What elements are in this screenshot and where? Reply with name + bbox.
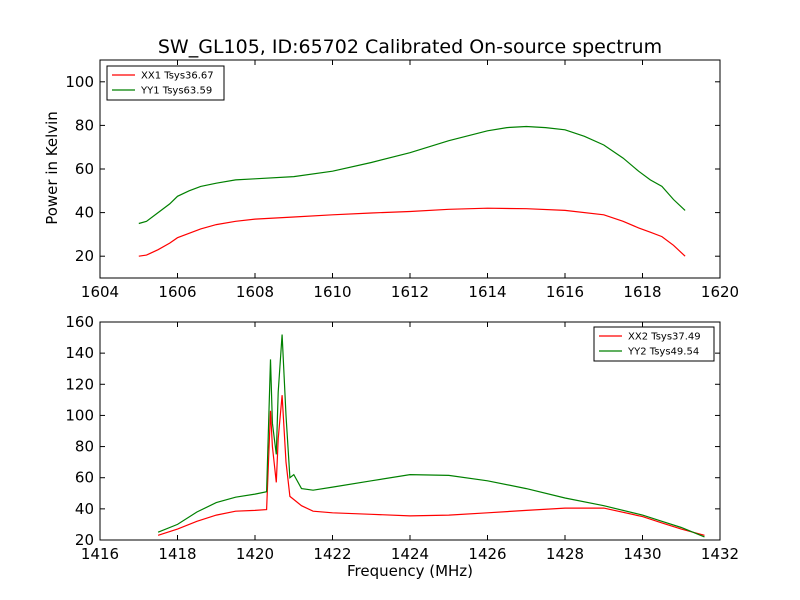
x-tick-label: 1432 (701, 545, 739, 563)
chart-top: SW_GL105, ID:65702 Calibrated On-source … (43, 36, 739, 301)
legend-entry: XX1 Tsys36.67 (141, 71, 214, 82)
x-tick-label: 1426 (468, 545, 506, 563)
y-tick-label: 120 (65, 375, 94, 393)
legend-box (593, 326, 715, 362)
x-tick-label: 1424 (391, 545, 429, 563)
x-tick-label: 1616 (546, 283, 584, 301)
x-tick-label: 1618 (623, 283, 661, 301)
legend-box (106, 65, 225, 101)
x-tick-label: 1610 (313, 283, 351, 301)
y-tick-label: 60 (75, 469, 94, 487)
series-line-yy1 (138, 125, 686, 225)
legend-entry: YY2 Tsys49.54 (627, 347, 699, 358)
y-tick-label: 60 (75, 160, 94, 178)
legend-bottom: XX2 Tsys37.49 YY2 Tsys49.54 (593, 326, 715, 362)
x-tick-label: 1428 (546, 545, 584, 563)
x-axis-label: Frequency (MHz) (347, 562, 473, 580)
x-tick-label: 1418 (158, 545, 196, 563)
x-ticks-top: 1604 1606 1608 1610 1612 1614 1616 1618 1620 (81, 60, 739, 301)
chart-title: SW_GL105, ID:65702 Calibrated On-source … (158, 36, 662, 58)
series-line-xx1 (138, 207, 686, 257)
x-tick-label: 1608 (236, 283, 274, 301)
x-tick-label: 1416 (81, 545, 119, 563)
x-tick-label: 1620 (701, 283, 739, 301)
x-tick-label: 1420 (236, 545, 274, 563)
y-tick-label: 140 (65, 344, 94, 362)
y-tick-label: 20 (75, 247, 94, 265)
legend-entry: YY1 Tsys63.59 (140, 86, 212, 97)
legend-entry: XX2 Tsys37.49 (628, 332, 701, 343)
y-tick-label: 20 (75, 531, 94, 549)
y-tick-label: 100 (65, 73, 94, 91)
y-ticks-bottom: 20 40 60 80 100 120 140 160 (65, 313, 720, 549)
x-tick-label: 1604 (81, 283, 119, 301)
y-tick-label: 100 (65, 406, 94, 424)
x-tick-label: 1430 (623, 545, 661, 563)
x-tick-label: 1606 (158, 283, 196, 301)
chart-bottom: Frequency (MHz) 1416 1418 1420 1422 1424 1426… (65, 313, 739, 580)
series-line-xx2 (157, 395, 705, 536)
series-line-yy2 (157, 334, 705, 538)
legend-top: XX1 Tsys36.67 YY1 Tsys63.59 (106, 65, 225, 101)
y-tick-label: 160 (65, 313, 94, 331)
y-tick-label: 80 (75, 438, 94, 456)
y-tick-label: 80 (75, 116, 94, 134)
y-tick-label: 40 (75, 500, 94, 518)
y-tick-label: 40 (75, 204, 94, 222)
series-layer-top (138, 125, 686, 257)
x-ticks-bottom: 1416 1418 1420 1422 1424 1426 1428 1430 1432 (81, 322, 739, 563)
series-layer-bottom (157, 334, 705, 538)
y-axis-label: Power in Kelvin (43, 111, 61, 225)
x-tick-label: 1422 (313, 545, 351, 563)
x-tick-label: 1612 (391, 283, 429, 301)
y-ticks-top: 20 40 60 80 100 (65, 73, 720, 265)
x-tick-label: 1614 (468, 283, 506, 301)
